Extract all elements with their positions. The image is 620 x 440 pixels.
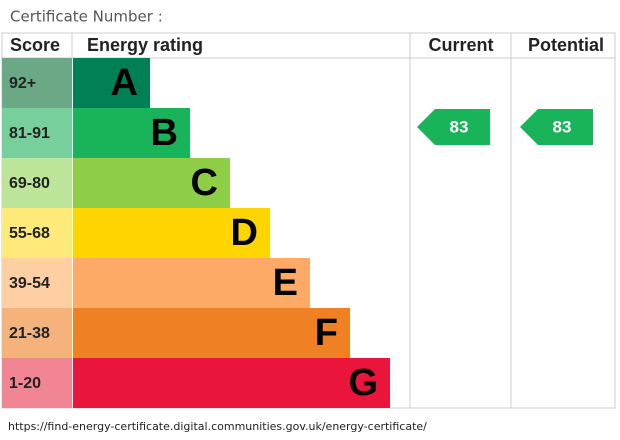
header-cell: Energy rating (87, 35, 203, 55)
score-cell (2, 208, 72, 258)
rating-bar (73, 358, 390, 408)
rating-value: 83 (553, 117, 572, 136)
score-label: 21-38 (9, 325, 50, 342)
rating-letter: D (231, 212, 258, 254)
rating-bar (73, 158, 230, 208)
rating-value: 83 (450, 117, 469, 136)
score-cell (2, 58, 72, 108)
score-cell (2, 358, 72, 408)
header-cell: Potential (528, 35, 604, 55)
rating-letter: F (315, 312, 338, 354)
rating-bar (73, 58, 150, 108)
certificate-title: Certificate Number : (10, 8, 163, 26)
header-cell: Current (428, 35, 493, 55)
score-label: 55-68 (9, 225, 50, 242)
rating-letter: C (191, 162, 218, 204)
rating-arrow (520, 109, 593, 145)
rating-letter: G (348, 362, 378, 404)
footer-url: https://find-energy-certificate.digital.… (8, 420, 427, 433)
rating-bar (73, 108, 190, 158)
score-label: 92+ (9, 75, 36, 92)
rating-bar (73, 308, 350, 358)
score-cell (2, 258, 72, 308)
score-label: 69-80 (9, 175, 50, 192)
score-label: 1-20 (9, 375, 41, 392)
rating-letter: B (151, 112, 178, 154)
rating-bar (73, 208, 270, 258)
score-label: 39-54 (9, 275, 50, 292)
score-cell (2, 108, 72, 158)
rating-letter: E (273, 262, 298, 304)
score-cell (2, 308, 72, 358)
rating-letter: A (111, 62, 138, 104)
rating-bar (73, 258, 310, 308)
score-cell (2, 158, 72, 208)
score-label: 81-91 (9, 125, 50, 142)
rating-arrow (417, 109, 490, 145)
header-cell: Score (10, 35, 60, 55)
